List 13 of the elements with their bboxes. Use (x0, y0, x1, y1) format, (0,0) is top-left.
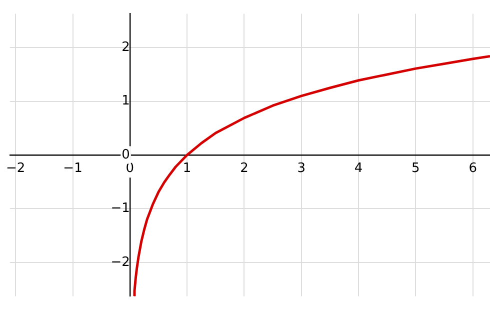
x-tick-label: −1 (63, 161, 82, 176)
y-tick-label: 2 (122, 40, 130, 55)
x-tick-label: 6 (468, 161, 477, 176)
x-tick-label: 1 (182, 161, 192, 176)
x-tick-label: −2 (6, 161, 26, 176)
x-tick-label: 5 (412, 161, 420, 176)
y-tick-label: −1 (110, 201, 130, 216)
y-tick-label: 1 (122, 94, 130, 109)
x-tick-label: 4 (354, 161, 363, 176)
y-tick-label: −2 (110, 254, 130, 270)
x-tick-label: 2 (240, 161, 248, 176)
x-tick-label: 3 (297, 161, 306, 176)
y-tick-label: 0 (122, 147, 130, 162)
